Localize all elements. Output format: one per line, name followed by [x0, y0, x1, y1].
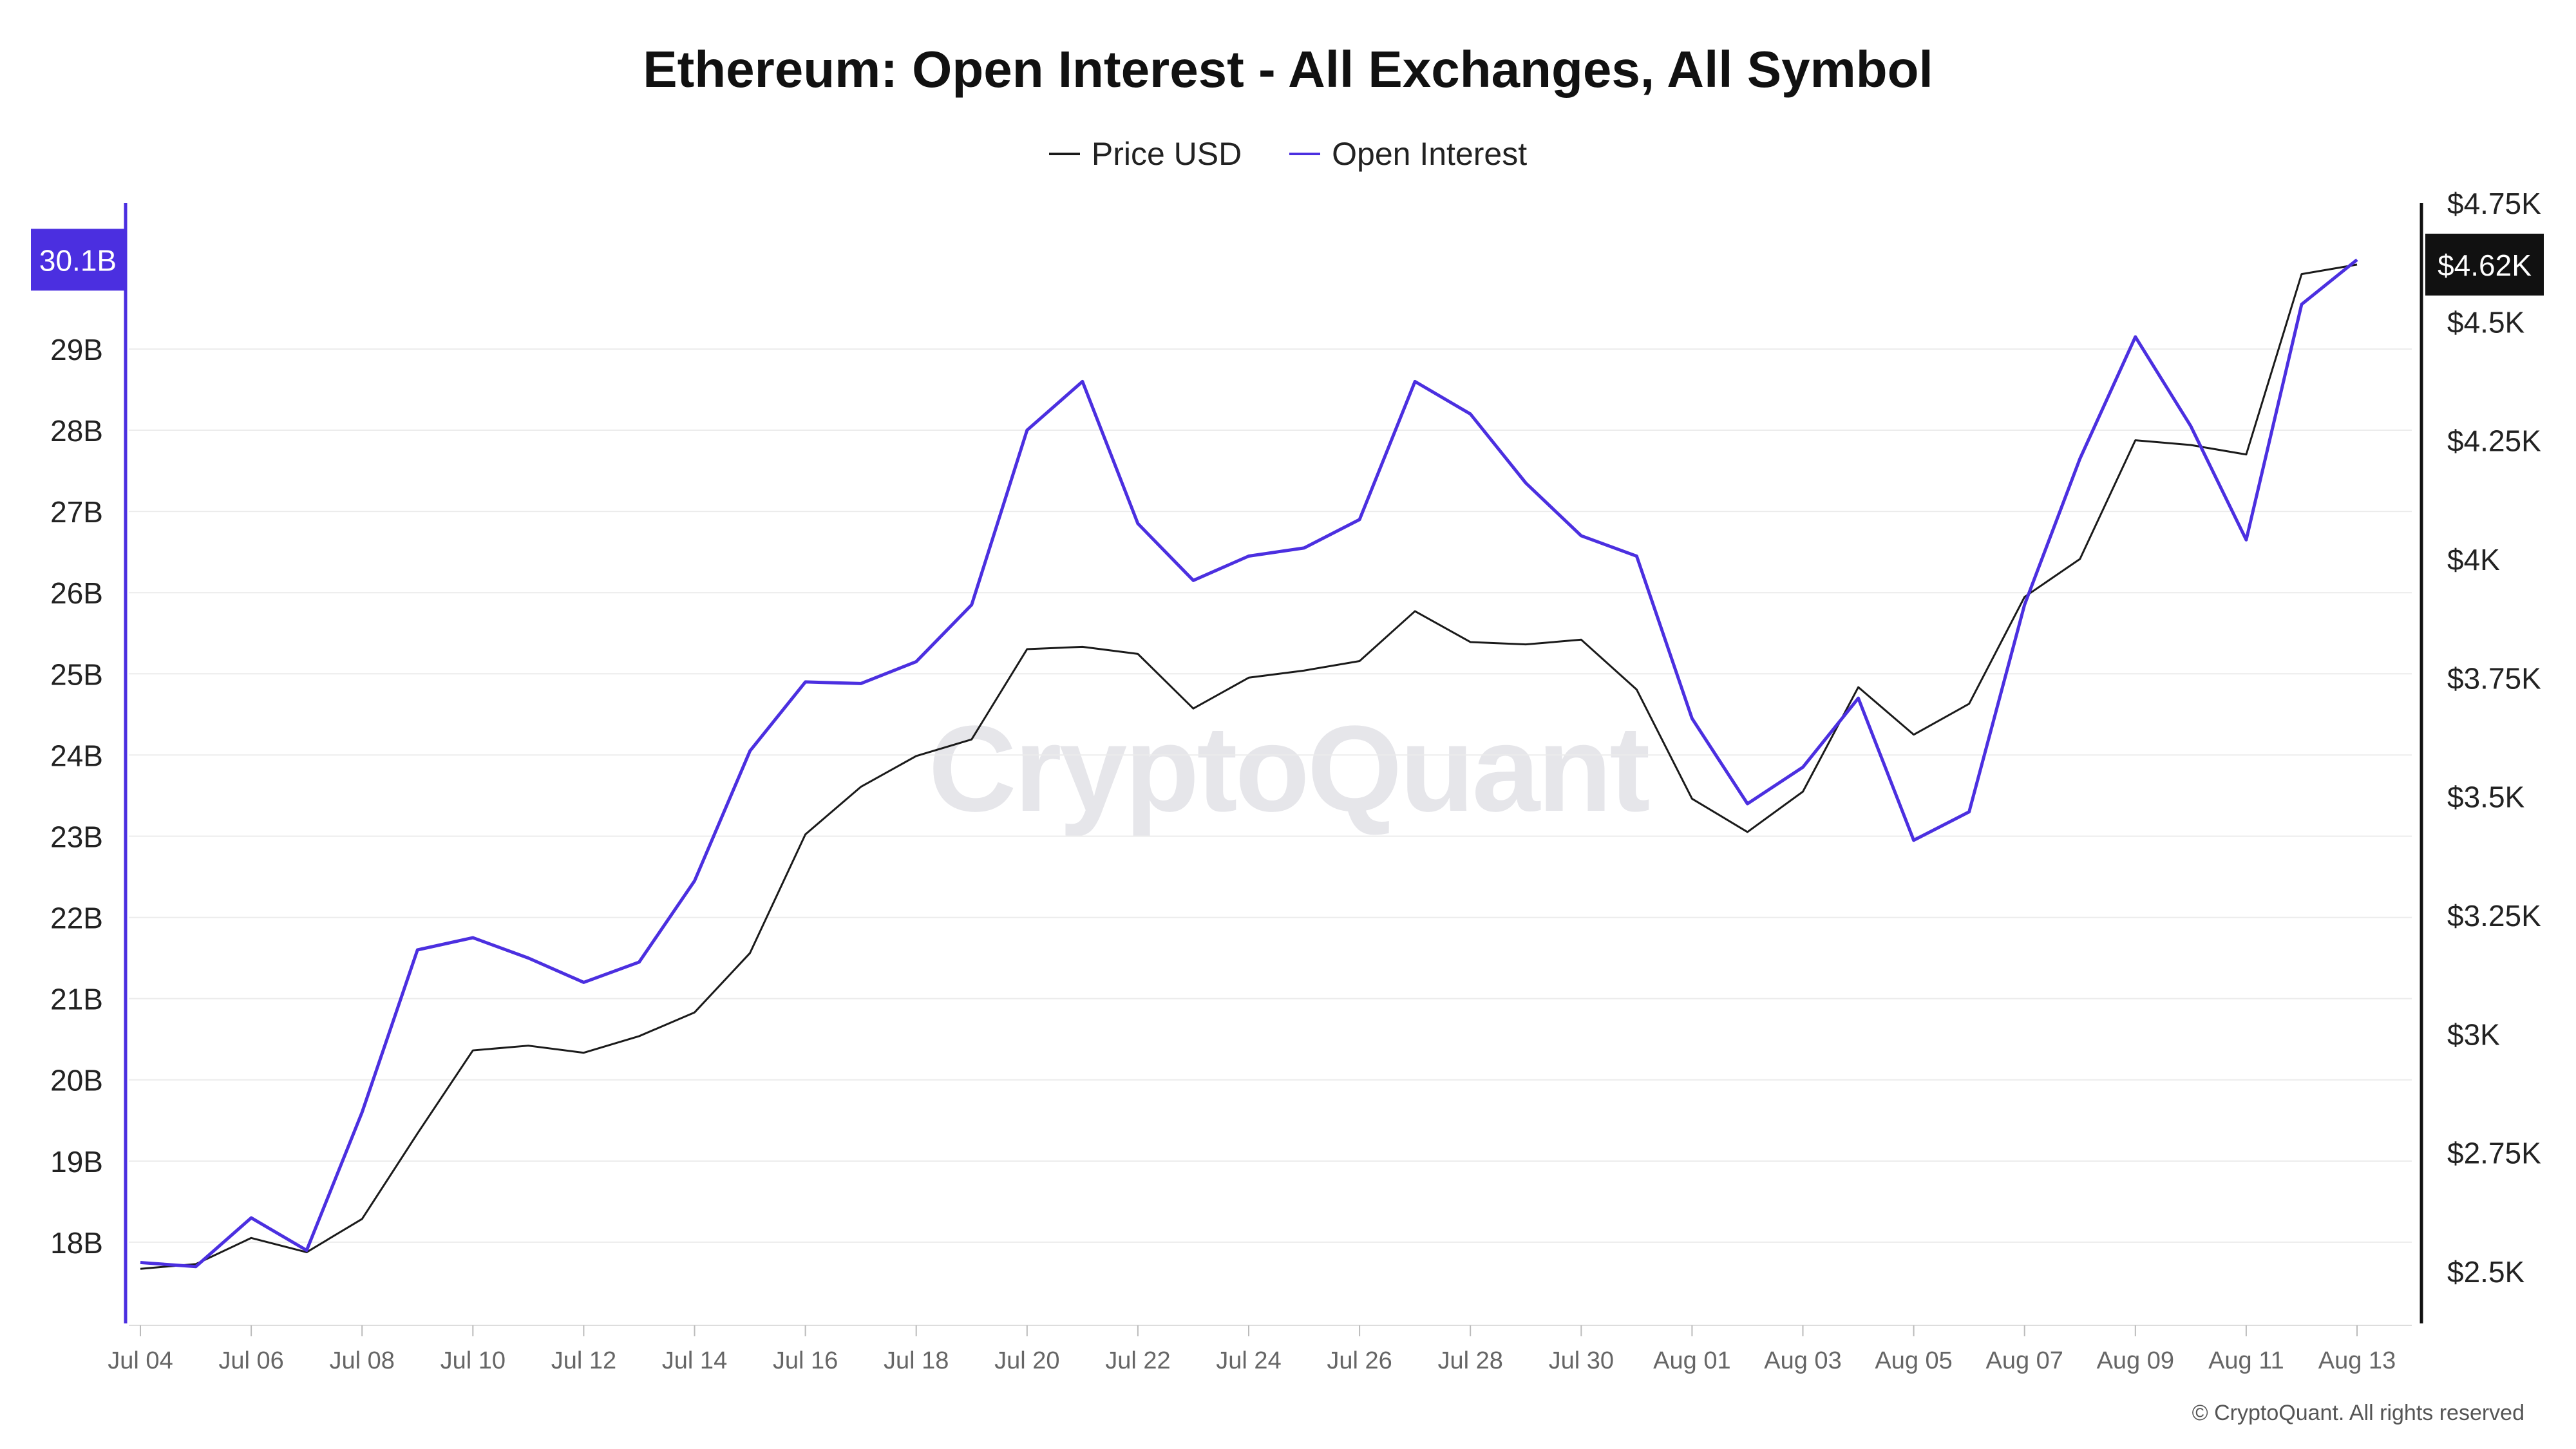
x-tick-label: Jul 10 — [440, 1347, 506, 1374]
open-interest-value-badge — [31, 229, 125, 291]
legend-label-open-interest: Open Interest — [1332, 136, 1528, 172]
right-tick-label: $3.75K — [2447, 661, 2541, 695]
left-tick-label: 19B — [50, 1145, 103, 1179]
chart-title: Ethereum: Open Interest - All Exchanges,… — [643, 41, 1933, 98]
legend-label-price: Price USD — [1091, 136, 1242, 172]
right-tick-label: $4.5K — [2447, 305, 2525, 339]
x-tick-label: Jul 26 — [1327, 1347, 1392, 1374]
left-tick-label: 21B — [50, 983, 103, 1016]
x-tick-label: Jul 04 — [108, 1347, 173, 1374]
x-tick-label: Aug 05 — [1875, 1347, 1952, 1374]
x-tick-label: Jul 22 — [1105, 1347, 1170, 1374]
left-tick-label: 18B — [50, 1226, 103, 1260]
price-value-badge — [2425, 233, 2544, 296]
right-tick-label: $3.5K — [2447, 781, 2525, 814]
x-tick-label: Jul 24 — [1216, 1347, 1281, 1374]
x-tick-label: Jul 18 — [884, 1347, 949, 1374]
x-tick-label: Aug 09 — [2097, 1347, 2174, 1374]
legend: Price USD Open Interest — [0, 126, 2576, 173]
x-tick-label: Jul 14 — [662, 1347, 727, 1374]
left-tick-label: 23B — [50, 820, 103, 853]
left-tick-label: 25B — [50, 658, 103, 691]
x-tick-label: Aug 11 — [2208, 1347, 2284, 1374]
legend-item-price[interactable]: Price USD — [1048, 135, 1242, 173]
right-tick-label: $3K — [2447, 1018, 2500, 1051]
x-tick-label: Aug 13 — [2318, 1347, 2396, 1374]
x-tick-label: Aug 03 — [1764, 1347, 1841, 1374]
x-tick-label: Aug 01 — [1653, 1347, 1730, 1374]
right-tick-label: $4K — [2447, 543, 2500, 576]
x-tick-label: Jul 06 — [218, 1347, 283, 1374]
x-tick-label: Aug 07 — [1985, 1347, 2063, 1374]
open-interest-value-label: 30.1B — [39, 243, 117, 277]
left-tick-label: 29B — [50, 333, 103, 366]
right-tick-label: $2.75K — [2447, 1137, 2541, 1170]
x-tick-label: Jul 12 — [551, 1347, 616, 1374]
x-tick-label: Jul 16 — [773, 1347, 838, 1374]
copyright-notice: © CryptoQuant. All rights reserved — [2192, 1401, 2524, 1425]
left-tick-label: 22B — [50, 902, 103, 935]
legend-item-open-interest[interactable]: Open Interest — [1289, 135, 1527, 173]
legend-swatch-open-interest — [1289, 153, 1321, 155]
x-tick-label: Jul 08 — [329, 1347, 394, 1374]
left-tick-label: 27B — [50, 495, 103, 529]
right-tick-label: $3.25K — [2447, 899, 2541, 933]
x-tick-label: Jul 28 — [1437, 1347, 1502, 1374]
price-value-label: $4.62K — [2438, 249, 2532, 282]
right-tick-label: $2.5K — [2447, 1255, 2525, 1289]
right-tick-label: $4.75K — [2447, 187, 2541, 220]
left-tick-label: 24B — [50, 739, 103, 772]
left-tick-label: 26B — [50, 576, 103, 610]
left-tick-label: 20B — [50, 1064, 103, 1097]
x-tick-label: Jul 20 — [994, 1347, 1059, 1374]
price-usd-line — [140, 263, 2358, 1270]
legend-swatch-price — [1048, 153, 1080, 155]
left-tick-label: 28B — [50, 414, 103, 448]
watermark: CryptoQuant — [928, 701, 1650, 837]
open-interest-line — [140, 258, 2358, 1269]
right-tick-label: $4.25K — [2447, 424, 2541, 458]
x-tick-label: Jul 30 — [1549, 1347, 1614, 1374]
